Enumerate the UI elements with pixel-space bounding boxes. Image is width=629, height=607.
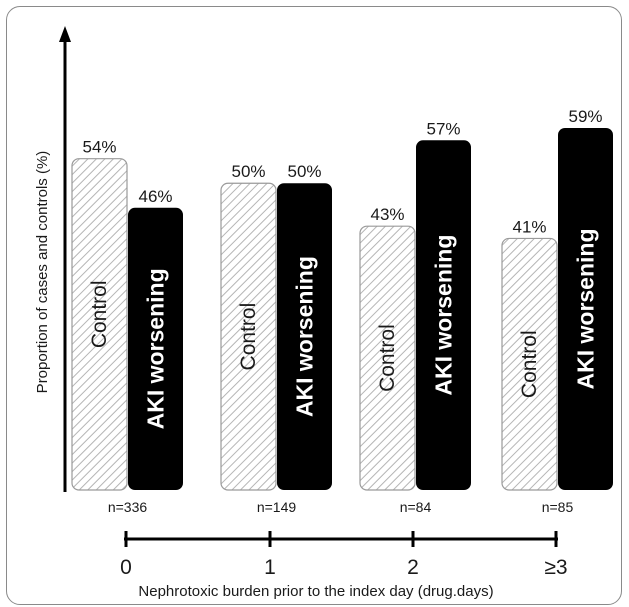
x-ticks-layer: 0 1 2 ≥3 xyxy=(120,531,568,579)
bar-control-3 xyxy=(501,237,558,491)
bar-aki-worsening-3 xyxy=(558,128,613,490)
bar-inner-label-control-0: Control xyxy=(88,280,111,348)
bar-aki-worsening-0 xyxy=(128,207,183,491)
bar-control-0 xyxy=(71,158,128,491)
bar-inner-label-aki-worsening-0: AKI worsening xyxy=(143,268,169,429)
bars-layer: 54% Control 46% AKI worsening 50% Control 50% A… xyxy=(71,107,613,491)
bar-aki-worsening-2 xyxy=(416,140,471,490)
n-label-2: n=84 xyxy=(400,499,432,515)
value-label-aki-worsening-0: 46% xyxy=(138,187,172,206)
n-label-0: n=336 xyxy=(108,499,148,515)
bar-inner-label-control-3: Control xyxy=(518,330,541,398)
bar-inner-label-control-1: Control xyxy=(237,303,260,371)
bar-aki-worsening-1 xyxy=(277,183,332,490)
bar-control-1 xyxy=(220,182,277,491)
value-label-aki-worsening-3: 59% xyxy=(568,107,602,126)
value-label-control-2: 43% xyxy=(370,205,404,224)
x-tick-label-0: 0 xyxy=(120,556,132,579)
x-tick-label-1: 1 xyxy=(264,556,276,579)
x-axis-title: Nephrotoxic burden prior to the index da… xyxy=(138,583,493,600)
value-label-control-0: 54% xyxy=(82,138,116,157)
x-tick-label-3: ≥3 xyxy=(544,556,567,579)
n-label-3: n=85 xyxy=(542,499,574,515)
value-label-control-1: 50% xyxy=(231,162,265,181)
x-tick-label-2: 2 xyxy=(407,556,419,579)
value-label-aki-worsening-2: 57% xyxy=(426,119,460,138)
bar-inner-label-control-2: Control xyxy=(376,324,399,392)
bar-control-2 xyxy=(359,225,416,491)
value-label-aki-worsening-1: 50% xyxy=(287,162,321,181)
bar-inner-label-aki-worsening-3: AKI worsening xyxy=(573,228,599,389)
y-axis-title: Proportion of cases and controls (%) xyxy=(34,151,51,394)
n-label-1: n=149 xyxy=(257,499,297,515)
n-labels-layer: n=336 n=149 n=84 n=85 xyxy=(108,499,574,515)
y-axis-arrow-icon xyxy=(59,26,71,42)
bar-inner-label-aki-worsening-2: AKI worsening xyxy=(431,235,457,396)
bar-inner-label-aki-worsening-1: AKI worsening xyxy=(292,256,318,417)
value-label-control-3: 41% xyxy=(512,217,546,236)
